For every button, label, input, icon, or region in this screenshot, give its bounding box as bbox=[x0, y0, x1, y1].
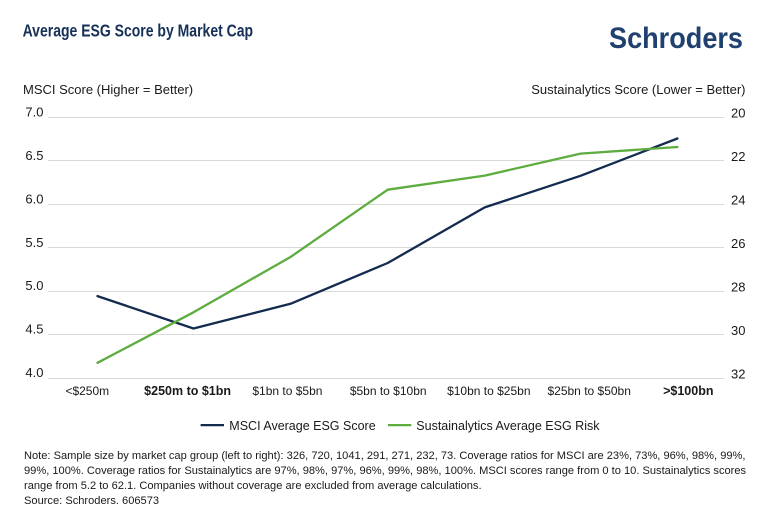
svg-text:$250m to $1bn: $250m to $1bn bbox=[144, 384, 231, 398]
svg-text:24: 24 bbox=[731, 193, 745, 208]
svg-text:5.5: 5.5 bbox=[25, 235, 43, 250]
svg-text:7.0: 7.0 bbox=[25, 104, 43, 119]
svg-text:Sustainalytics Average ESG Ris: Sustainalytics Average ESG Risk bbox=[416, 419, 600, 433]
svg-text:32: 32 bbox=[731, 366, 745, 381]
svg-text:20: 20 bbox=[731, 106, 745, 121]
svg-text:28: 28 bbox=[731, 279, 745, 294]
svg-text:6.5: 6.5 bbox=[25, 148, 43, 163]
svg-text:99%, 100%. Coverage ratios for: 99%, 100%. Coverage ratios for Sustainal… bbox=[24, 465, 747, 477]
svg-text:MSCI Average ESG Score: MSCI Average ESG Score bbox=[229, 419, 375, 433]
svg-text:$1bn to $5bn: $1bn to $5bn bbox=[252, 384, 322, 398]
svg-text:5.0: 5.0 bbox=[25, 278, 43, 293]
svg-text:Source: Schroders. 606573: Source: Schroders. 606573 bbox=[24, 495, 159, 507]
svg-text:MSCI Score (Higher = Better): MSCI Score (Higher = Better) bbox=[23, 82, 193, 97]
svg-text:6.0: 6.0 bbox=[25, 191, 43, 206]
svg-text:Note: Sample size by market ca: Note: Sample size by market cap group (l… bbox=[24, 450, 746, 462]
svg-text:<$250m: <$250m bbox=[65, 384, 109, 398]
svg-text:4.5: 4.5 bbox=[25, 322, 43, 337]
svg-text:range from 5.2 to 62.1. Compan: range from 5.2 to 62.1. Companies withou… bbox=[24, 480, 482, 492]
svg-text:Sustainalytics Score (Lower =: Sustainalytics Score (Lower = Better) bbox=[531, 82, 745, 97]
svg-text:>$100bn: >$100bn bbox=[663, 384, 713, 398]
svg-text:$25bn to $50bn: $25bn to $50bn bbox=[547, 384, 630, 398]
svg-text:Schroders: Schroders bbox=[609, 22, 743, 55]
svg-text:$10bn to $25bn: $10bn to $25bn bbox=[447, 384, 530, 398]
svg-text:$5bn to $10bn: $5bn to $10bn bbox=[350, 384, 427, 398]
svg-text:30: 30 bbox=[731, 323, 745, 338]
svg-text:4.0: 4.0 bbox=[25, 365, 43, 380]
svg-text:22: 22 bbox=[731, 149, 745, 164]
svg-text:Average ESG Score by Market Ca: Average ESG Score by Market Cap bbox=[23, 21, 254, 41]
svg-text:26: 26 bbox=[731, 236, 745, 251]
